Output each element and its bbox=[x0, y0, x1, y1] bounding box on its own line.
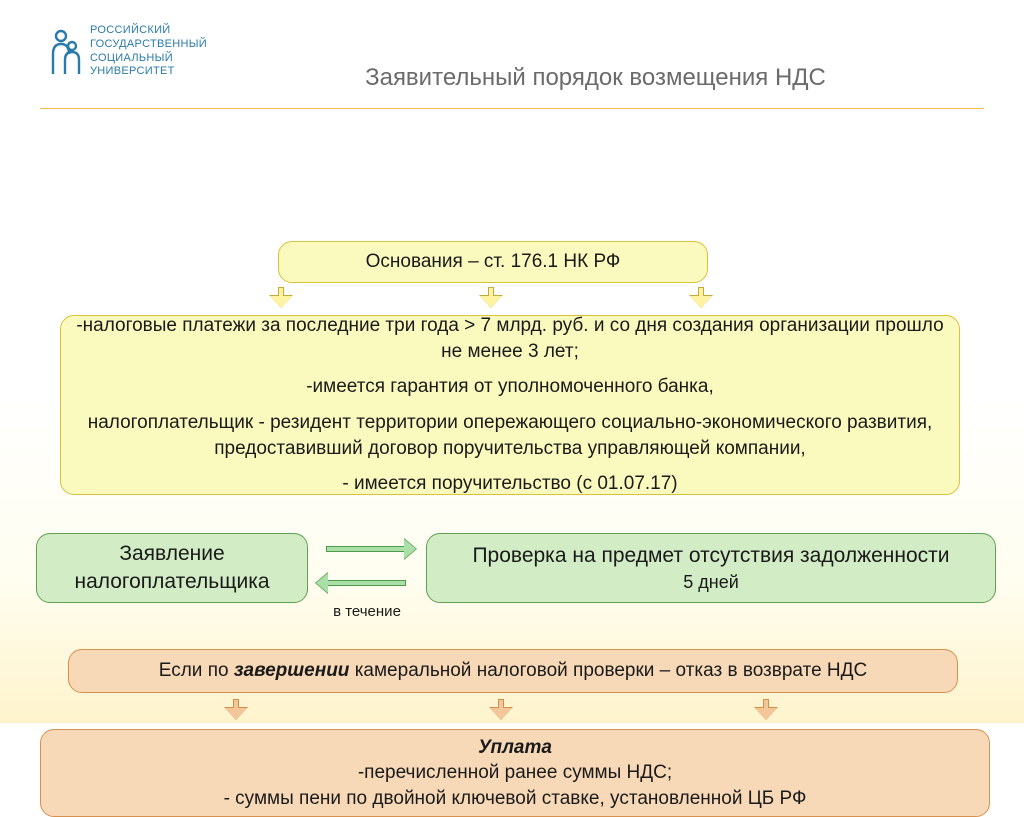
node-text: налогоплательщика bbox=[74, 568, 269, 596]
logo-line: РОССИЙСКИЙ bbox=[90, 24, 207, 38]
node-text: налогоплательщик - резидент территории о… bbox=[75, 410, 945, 461]
text-post: камеральной налоговой проверки – отказ в… bbox=[349, 660, 867, 681]
page-title: Заявительный порядок возмещения НДС bbox=[207, 64, 984, 92]
node-text: - имеется поручительство (с 01.07.17) bbox=[342, 471, 677, 497]
text-emph: завершении bbox=[234, 660, 350, 681]
node-text: 5 дней bbox=[683, 570, 739, 594]
arrow-down-icon bbox=[755, 699, 777, 721]
arrow-left-icon bbox=[316, 573, 416, 593]
arrow-down-icon bbox=[480, 287, 502, 309]
logo: РОССИЙСКИЙ ГОСУДАРСТВЕННЫЙ СОЦИАЛЬНЫЙ УН… bbox=[50, 24, 207, 79]
node-pay: Уплата -перечисленной ранее суммы НДС; -… bbox=[40, 729, 990, 817]
node-text: Если по завершении камеральной налоговой… bbox=[159, 658, 867, 684]
node-text: -перечисленной ранее суммы НДС; bbox=[358, 760, 672, 786]
logo-text: РОССИЙСКИЙ ГОСУДАРСТВЕННЫЙ СОЦИАЛЬНЫЙ УН… bbox=[90, 24, 207, 79]
node-text: -налоговые платежи за последние три года… bbox=[75, 313, 945, 364]
node-text: -имеется гарантия от уполномоченного бан… bbox=[306, 374, 714, 400]
logo-line: ГОСУДАРСТВЕННЫЙ bbox=[90, 38, 207, 52]
node-text: Проверка на предмет отсутствия задолженн… bbox=[472, 542, 949, 570]
people-icon bbox=[50, 28, 84, 76]
node-text: Основания – ст. 176.1 НК РФ bbox=[366, 249, 621, 275]
node-refuse: Если по завершении камеральной налоговой… bbox=[68, 649, 958, 693]
arrow-right-icon bbox=[316, 539, 416, 559]
node-text: Заявление bbox=[119, 540, 224, 568]
node-title: Уплата bbox=[478, 735, 552, 761]
arrow-down-icon bbox=[225, 699, 247, 721]
arrow-down-icon bbox=[270, 287, 292, 309]
node-text: - суммы пени по двойной ключевой ставке,… bbox=[224, 786, 807, 812]
arrow-down-icon bbox=[490, 699, 512, 721]
node-application: Заявление налогоплательщика bbox=[36, 533, 308, 603]
flowchart: Основания – ст. 176.1 НК РФ -налоговые п… bbox=[0, 109, 1024, 117]
text-pre: Если по bbox=[159, 660, 234, 681]
node-basis: Основания – ст. 176.1 НК РФ bbox=[278, 241, 708, 283]
node-conditions: -налоговые платежи за последние три года… bbox=[60, 315, 960, 495]
logo-line: СОЦИАЛЬНЫЙ bbox=[90, 52, 207, 66]
arrow-down-icon bbox=[690, 287, 712, 309]
note-between: в течение bbox=[322, 603, 412, 620]
header: РОССИЙСКИЙ ГОСУДАРСТВЕННЫЙ СОЦИАЛЬНЫЙ УН… bbox=[0, 0, 1024, 102]
node-check: Проверка на предмет отсутствия задолженн… bbox=[426, 533, 996, 603]
logo-line: УНИВЕРСИТЕТ bbox=[90, 65, 207, 79]
